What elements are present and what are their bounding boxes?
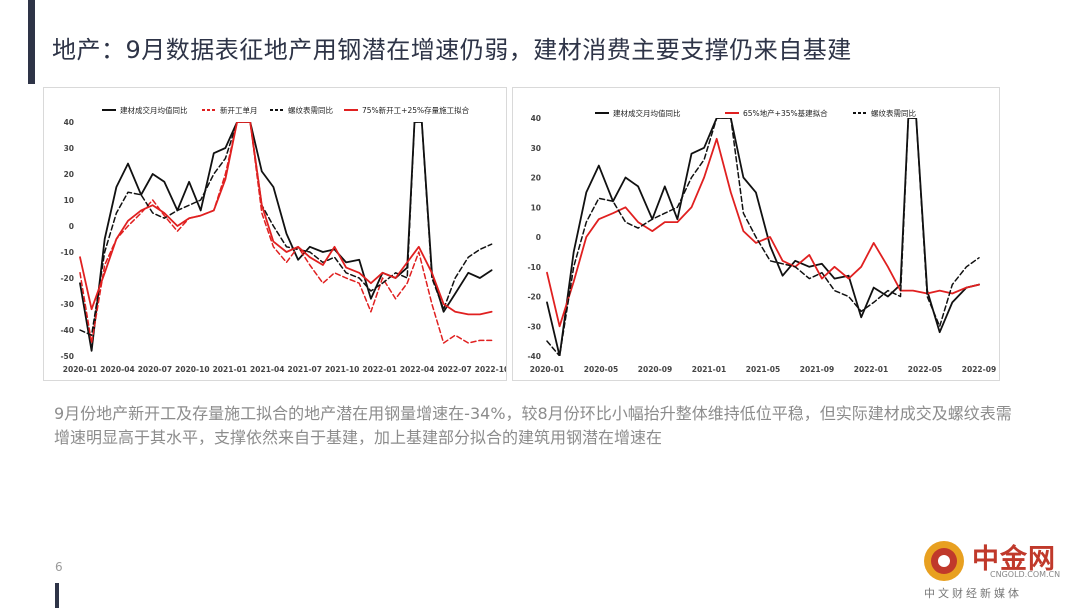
x-tick-label: 2021-04 — [250, 365, 284, 374]
x-tick-label: 2021-01 — [213, 365, 247, 374]
legend-label: 螺纹表需同比 — [871, 108, 916, 118]
x-tick-label: 2022-05 — [908, 365, 942, 374]
y-tick-label: 20 — [64, 170, 74, 179]
x-tick-label: 2022-04 — [400, 365, 434, 374]
x-tick-label: 2021-07 — [288, 365, 322, 374]
series-line — [79, 122, 493, 336]
watermark-logo-icon — [924, 541, 964, 581]
y-tick-label: 30 — [64, 144, 74, 153]
y-tick-label: -30 — [527, 322, 541, 331]
watermark-name: 中金网 — [972, 544, 1056, 575]
x-tick-label: 2021-09 — [800, 365, 834, 374]
watermark-subtitle: 中文财经新媒体 — [924, 587, 1022, 600]
x-tick-label: 2021-05 — [746, 365, 780, 374]
legend-label: 螺纹表需同比 — [288, 105, 333, 115]
x-tick-label: 2020-01 — [530, 365, 564, 374]
page-number: 6 — [55, 560, 63, 574]
y-tick-label: 30 — [531, 144, 541, 153]
y-tick-label: 40 — [531, 114, 541, 123]
footer-accent-bar — [55, 583, 59, 608]
watermark: 中金网 CNGOLD.COM.CN 中文财经新媒体 — [922, 537, 1072, 603]
title-accent-bar — [28, 0, 35, 84]
page-title: 地产：9月数据表征地产用钢潜在增速仍弱，建材消费主要支撑仍来自基建 — [52, 36, 852, 64]
x-tick-label: 2020-10 — [175, 365, 209, 374]
x-tick-label: 2021-01 — [692, 365, 726, 374]
legend-label: 75%新开工+25%存量施工拟合 — [362, 105, 470, 115]
x-tick-label: 2022-07 — [437, 365, 471, 374]
y-tick-label: -40 — [527, 352, 541, 361]
y-tick-label: -40 — [60, 326, 74, 335]
y-tick-label: -50 — [60, 352, 74, 361]
series-line — [79, 122, 493, 344]
x-tick-label: 2022-09 — [962, 365, 996, 374]
x-tick-label: 2022-01 — [362, 365, 396, 374]
legend-label: 建材成交月均值同比 — [613, 108, 681, 118]
chart-right-svg: 40 30 20 10 0 -10 -20 -30 -40 2020-01 2020-05 2020-… — [527, 108, 996, 374]
y-tick-label: -30 — [60, 300, 74, 309]
y-tick-label: 10 — [531, 203, 541, 212]
y-tick-label: 20 — [531, 174, 541, 183]
x-tick-label: 2020-01 — [63, 365, 97, 374]
x-tick-label: 2020-07 — [138, 365, 172, 374]
watermark-url: CNGOLD.COM.CN — [990, 570, 1061, 579]
series-line — [546, 118, 980, 356]
series-line — [546, 118, 980, 356]
y-tick-label: -20 — [527, 293, 541, 302]
y-tick-label: -10 — [527, 263, 541, 272]
summary-text: 9月份地产新开工及存量施工拟合的地产潜在用钢量增速在-34%，较8月份环比小幅抬… — [54, 404, 1012, 447]
x-tick-label: 2022-10 — [475, 365, 506, 374]
y-tick-label: 0 — [536, 233, 541, 242]
series-line — [546, 137, 980, 328]
chart-left-svg: 40 30 20 10 0 -10 -20 -30 -40 -50 2020-01 2020-04 20… — [60, 105, 506, 374]
legend-label: 建材成交月均值同比 — [120, 105, 188, 115]
x-tick-label: 2020-04 — [100, 365, 134, 374]
x-tick-label: 2020-05 — [584, 365, 618, 374]
y-tick-label: 0 — [69, 222, 74, 231]
y-tick-label: 10 — [64, 196, 74, 205]
y-tick-label: 40 — [64, 118, 74, 127]
y-tick-label: -20 — [60, 274, 74, 283]
y-tick-label: -10 — [60, 248, 74, 257]
legend-label: 新开工单月 — [220, 105, 258, 115]
chart-right: 40 30 20 10 0 -10 -20 -30 -40 2020-01 2020-05 2020-… — [512, 87, 1000, 381]
series-line — [79, 122, 493, 316]
legend-label: 65%地产+35%基建拟合 — [743, 108, 828, 118]
x-tick-label: 2022-01 — [854, 365, 888, 374]
x-tick-label: 2021-10 — [325, 365, 359, 374]
chart-left: 40 30 20 10 0 -10 -20 -30 -40 -50 2020-01 2020-04 20… — [43, 87, 507, 381]
x-tick-label: 2020-09 — [638, 365, 672, 374]
